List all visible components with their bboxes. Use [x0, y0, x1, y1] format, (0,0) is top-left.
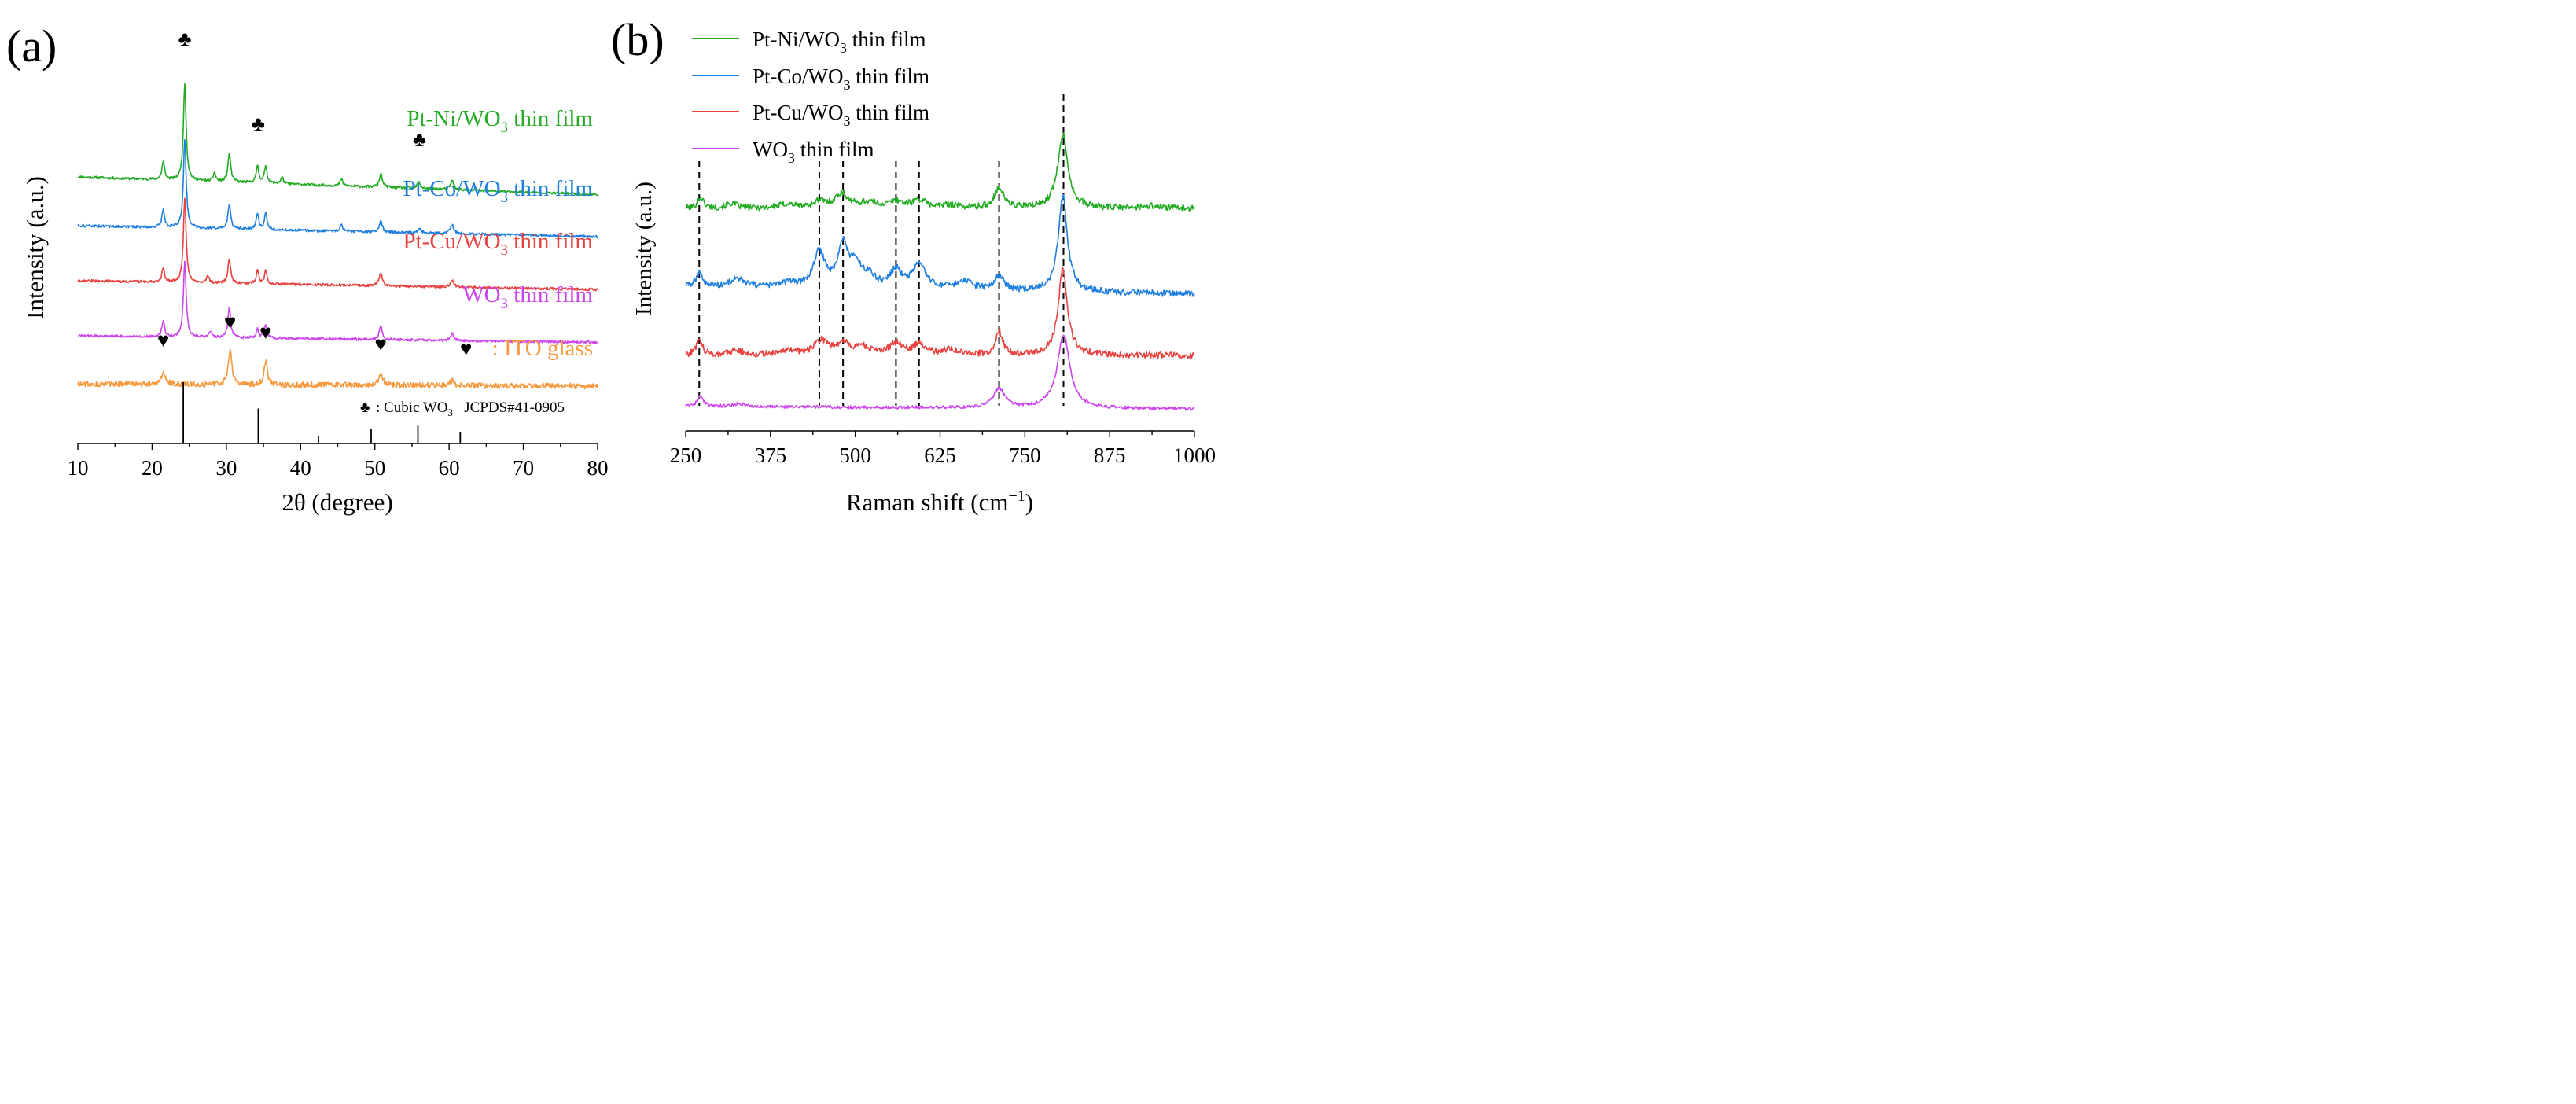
- x-tick-label: 750: [1009, 443, 1041, 467]
- xrd-trace-pt-ni-wo3-thin-film: [77, 83, 598, 197]
- xrd-trace-pt-cu-wo3-thin-film: [77, 197, 598, 292]
- figure: (a) Intensity (a.u.) 2θ (degree) ♥ ♥ ♥ ♥ ♣ ♣ ♣…: [6, 14, 1216, 516]
- panel-a-y-axis-label: Intensity (a.u.): [21, 176, 49, 319]
- x-tick-label: 60: [439, 456, 460, 480]
- panel-a-label-pt-ni: Pt-Ni/WO3 thin film: [407, 106, 593, 136]
- club-marker-icon: ♣: [178, 28, 191, 50]
- panel-a-label-wo3: WO3 thin film: [462, 282, 593, 312]
- panel-a-label-ito: : ITO glass: [492, 336, 593, 361]
- panel-b-label: (b): [611, 14, 664, 65]
- x-tick-label: 40: [290, 456, 311, 480]
- raman-trace-pt-co-wo3-thin-film: [685, 193, 1195, 298]
- legend-label-pt-co: Pt-Co/WO3 thin film: [753, 64, 929, 93]
- x-tick-label: 500: [839, 443, 871, 467]
- x-tick-label: 70: [513, 456, 534, 480]
- x-tick-label: 875: [1094, 443, 1126, 467]
- xrd-trace-ito-glass: [77, 349, 598, 390]
- raman-trace-pt-cu-wo3-thin-film: [685, 267, 1195, 359]
- x-tick-label: 625: [924, 443, 956, 467]
- panel-b-x-ticks: 250 375 500 625 750 875 1000: [670, 431, 1216, 467]
- panel-a-reference-label: : Cubic WO3 JCPDS#41-0905: [376, 399, 565, 418]
- panel-b-dashed-lines: [698, 94, 1065, 406]
- panel-b-y-axis-label: Intensity (a.u.): [631, 182, 657, 315]
- x-tick-label: 30: [215, 456, 237, 480]
- panel-a-label-pt-co: Pt-Co/WO3 thin film: [403, 176, 593, 206]
- legend-label-pt-cu: Pt-Cu/WO3 thin film: [753, 101, 929, 129]
- x-tick-label: 50: [364, 456, 385, 480]
- xrd-trace-wo3-thin-film: [77, 260, 598, 344]
- club-icon: ♣: [360, 399, 370, 416]
- heart-icon: ♥: [460, 337, 472, 360]
- panel-a-label-pt-cu: Pt-Cu/WO3 thin film: [403, 229, 593, 259]
- x-tick-label: 80: [587, 456, 609, 480]
- x-tick-label: 1000: [1173, 443, 1216, 467]
- xrd-trace-pt-co-wo3-thin-film: [77, 138, 598, 239]
- legend-label-wo3: WO3 thin film: [753, 138, 874, 166]
- x-tick-label: 375: [755, 443, 787, 467]
- panel-a-reference-lines: [182, 382, 462, 443]
- club-marker-icon: ♣: [413, 128, 426, 151]
- legend-label-pt-ni: Pt-Ni/WO3 thin film: [753, 28, 926, 56]
- x-tick-label: 10: [68, 456, 89, 480]
- raman-trace-pt-ni-wo3-thin-film: [685, 132, 1195, 212]
- heart-marker-icon: ♥: [259, 321, 271, 344]
- heart-marker-icon: ♥: [375, 333, 387, 355]
- panel-a-label: (a): [6, 20, 57, 72]
- panel-a-x-ticks: 10 20 30 40 50 60 70 80: [68, 443, 609, 480]
- panel-b-traces: [685, 132, 1195, 411]
- raman-trace-wo3-thin-film: [685, 334, 1195, 411]
- panel-a-x-axis-label: 2θ (degree): [282, 488, 392, 516]
- heart-marker-icon: ♥: [224, 311, 236, 333]
- x-tick-label: 250: [670, 443, 702, 467]
- heart-marker-icon: ♥: [157, 329, 169, 351]
- panel-a-traces: [77, 83, 598, 390]
- panel-b-x-axis-label: Raman shift (cm−1): [846, 488, 1033, 516]
- panel-a: (a) Intensity (a.u.) 2θ (degree) ♥ ♥ ♥ ♥ ♣ ♣ ♣…: [6, 20, 609, 516]
- panel-b-legend: Pt-Ni/WO3 thin film Pt-Co/WO3 thin film …: [692, 28, 929, 166]
- panel-b: (b) Intensity (a.u.) Raman shift (cm−1) …: [611, 14, 1216, 516]
- x-tick-label: 20: [142, 456, 163, 480]
- club-marker-icon: ♣: [252, 112, 265, 135]
- panel-a-markers: ♥ ♥ ♥ ♥ ♣ ♣ ♣: [157, 28, 426, 355]
